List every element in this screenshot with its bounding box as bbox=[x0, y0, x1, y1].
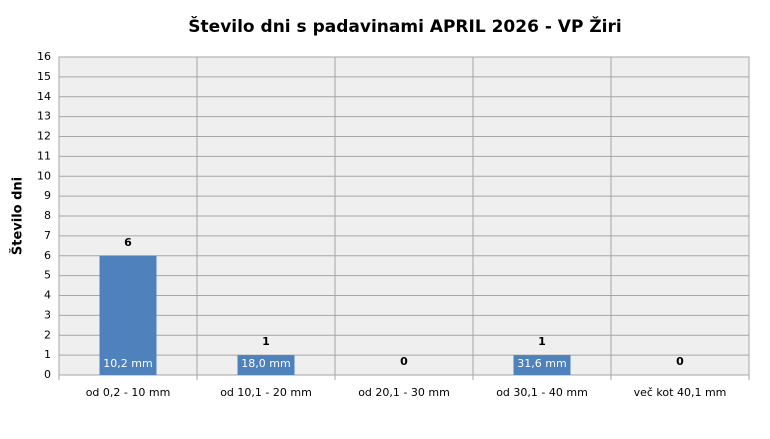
x-tick-label: od 0,2 - 10 mm bbox=[86, 386, 171, 399]
y-tick-label: 14 bbox=[37, 90, 51, 103]
data-label: 0 bbox=[400, 355, 408, 368]
y-tick-label: 9 bbox=[44, 189, 51, 202]
data-label: 1 bbox=[538, 335, 546, 348]
bar-annotation: 18,0 mm bbox=[241, 357, 290, 370]
x-tick-label: od 20,1 - 30 mm bbox=[358, 386, 450, 399]
y-tick-label: 3 bbox=[44, 308, 51, 321]
y-tick-label: 7 bbox=[44, 229, 51, 242]
data-label: 1 bbox=[262, 335, 270, 348]
data-label: 0 bbox=[676, 355, 684, 368]
y-tick-label: 6 bbox=[44, 249, 51, 262]
y-tick-label: 2 bbox=[44, 328, 51, 341]
x-tick-label: več kot 40,1 mm bbox=[634, 386, 727, 399]
bar-annotation: 31,6 mm bbox=[517, 357, 566, 370]
y-axis-label: Število dni bbox=[10, 177, 26, 255]
bar bbox=[513, 355, 571, 375]
y-tick-label: 13 bbox=[37, 110, 51, 123]
y-tick-label: 8 bbox=[44, 209, 51, 222]
y-tick-label: 12 bbox=[37, 130, 51, 143]
y-tick-label: 0 bbox=[44, 368, 51, 381]
y-tick-label: 11 bbox=[37, 149, 51, 162]
bar bbox=[99, 255, 157, 375]
y-tick-label: 4 bbox=[44, 289, 51, 302]
y-tick-label: 15 bbox=[37, 70, 51, 83]
chart-title: Število dni s padavinami APRIL 2026 - VP… bbox=[188, 15, 621, 37]
x-tick-label: od 30,1 - 40 mm bbox=[496, 386, 588, 399]
bar-annotation: 10,2 mm bbox=[103, 357, 152, 370]
x-tick-label: od 10,1 - 20 mm bbox=[220, 386, 312, 399]
data-label: 6 bbox=[124, 236, 132, 249]
y-tick-label: 5 bbox=[44, 269, 51, 282]
bar bbox=[237, 355, 295, 375]
y-tick-label: 1 bbox=[44, 348, 51, 361]
y-tick-label: 16 bbox=[37, 50, 51, 63]
y-tick-label: 10 bbox=[37, 169, 51, 182]
